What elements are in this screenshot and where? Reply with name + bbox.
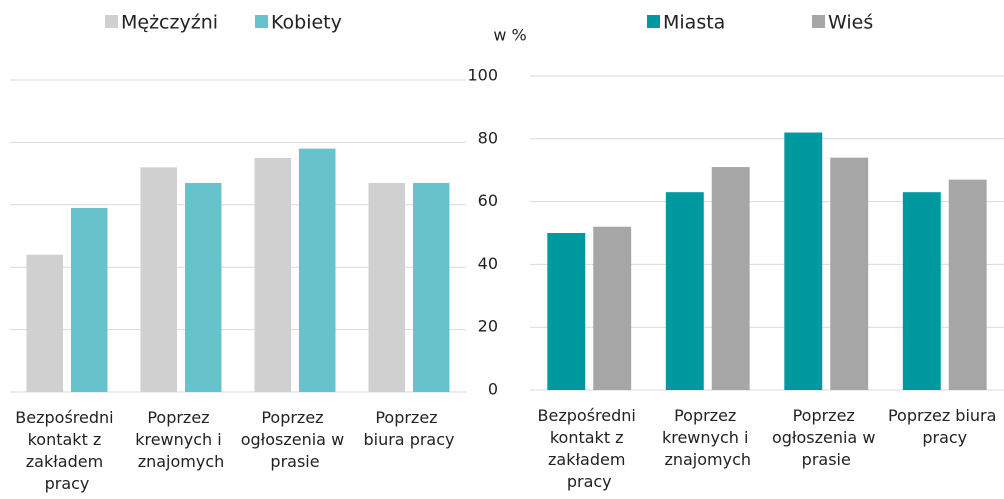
legend-swatch [255, 15, 268, 28]
bar [71, 207, 108, 392]
legend-swatch [647, 15, 660, 28]
bar [902, 192, 941, 390]
x-tick-label: Poprzez biura pracy [888, 406, 1002, 447]
bar [547, 233, 586, 390]
y-tick-label: 60 [478, 191, 498, 210]
bar [413, 182, 450, 392]
bar [140, 167, 177, 392]
bar [593, 226, 632, 390]
bar [368, 182, 405, 392]
y-tick-label: 20 [478, 317, 498, 336]
bar [711, 167, 750, 390]
x-tick-label: Bezpośredni kontakt z zakładem pracy [15, 408, 118, 493]
x-tick-label: Poprzez krewnych i znajomych [662, 406, 754, 469]
y-tick-label: 40 [478, 254, 498, 273]
x-tick-label: Poprzez biura pracy [363, 408, 454, 449]
bar [830, 157, 869, 390]
bar [784, 132, 823, 390]
bar [948, 179, 987, 390]
x-tick-label: Poprzez krewnych i znajomych [135, 408, 227, 471]
x-tick-label: Poprzez ogłoszenia w prasie [772, 406, 881, 469]
bar [185, 182, 222, 392]
legend-label: Miasta [663, 12, 725, 34]
y-tick-label: 0 [488, 380, 498, 399]
legend-swatch [812, 15, 825, 28]
legend-label: Mężczyźni [121, 12, 218, 34]
legend-swatch [105, 15, 118, 28]
bar [299, 148, 336, 392]
bar [26, 254, 63, 392]
bar [254, 158, 291, 392]
y-tick-label: 100 [467, 66, 498, 85]
legend-label: Wieś [828, 12, 873, 34]
x-tick-label: Poprzez ogłoszenia w prasie [241, 408, 350, 471]
bar [665, 192, 704, 390]
x-tick-label: Bezpośredni kontakt z zakładem pracy [538, 406, 641, 491]
legend-label: Kobiety [271, 12, 342, 34]
y-axis-label: w % [493, 26, 526, 45]
y-tick-label: 80 [478, 128, 498, 147]
